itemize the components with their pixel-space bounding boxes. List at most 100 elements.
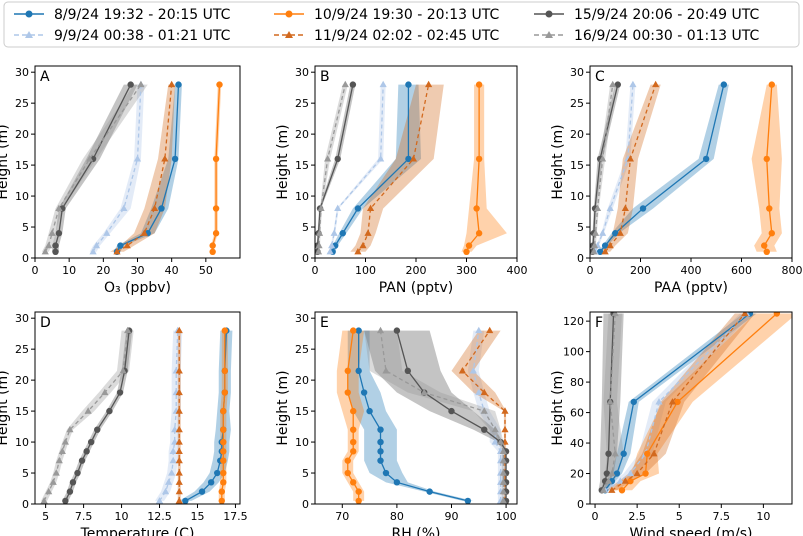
panel-label: D: [40, 315, 51, 331]
data-point: [218, 497, 225, 504]
data-point: [612, 230, 619, 237]
range-band: [606, 313, 755, 491]
data-point: [220, 448, 227, 455]
x-axis-label: Temperature (C): [80, 526, 195, 536]
data-point: [220, 457, 227, 464]
data-point: [127, 81, 134, 88]
x-tick-label: 200: [406, 264, 427, 277]
data-point: [650, 449, 658, 457]
x-tick-label: 0: [312, 264, 319, 277]
data-point: [355, 327, 362, 334]
x-tick-label: 400: [507, 264, 528, 277]
data-point: [773, 312, 781, 317]
legend-marker: [25, 10, 33, 18]
y-axis-label: Height (m): [550, 370, 566, 445]
data-point: [608, 469, 616, 477]
y-tick-label: 30: [15, 312, 29, 325]
x-tick-label: 400: [681, 264, 702, 277]
y-tick-label: 10: [295, 436, 309, 449]
data-point: [175, 425, 183, 433]
data-point: [668, 398, 677, 405]
x-tick-label: 2.5: [628, 510, 646, 523]
data-point: [221, 367, 229, 375]
data-point: [639, 205, 647, 212]
data-point: [611, 312, 619, 317]
data-point: [175, 447, 183, 454]
data-point: [84, 407, 92, 414]
data-point: [591, 229, 600, 236]
data-point: [175, 456, 183, 464]
data-point: [330, 229, 338, 236]
range-band: [598, 84, 729, 252]
data-point: [216, 81, 223, 88]
data-point: [123, 241, 131, 249]
y-axis-label: Height (m): [275, 124, 291, 199]
data-point: [614, 81, 621, 88]
data-point: [499, 447, 507, 454]
data-point: [763, 155, 770, 163]
data-point: [175, 407, 183, 414]
x-tick-label: 40: [165, 264, 179, 277]
data-point: [120, 204, 128, 212]
data-point: [604, 477, 613, 484]
data-point: [359, 241, 367, 249]
legend-marker: [25, 31, 33, 38]
y-tick-label: 80: [570, 376, 584, 389]
data-point: [101, 388, 109, 396]
data-point: [354, 205, 362, 212]
data-point: [133, 155, 142, 162]
data-point: [209, 248, 216, 256]
legend-entry: 10/9/24 19:30 - 20:13 UTC: [274, 7, 499, 23]
y-tick-label: 20: [295, 128, 309, 141]
data-point: [376, 326, 385, 334]
x-tick-label: 12.5: [147, 510, 172, 523]
x-tick-label: 15: [190, 510, 204, 523]
series-line: [92, 84, 142, 253]
y-tick-label: 25: [15, 343, 29, 356]
data-point: [355, 367, 362, 375]
data-point: [599, 486, 608, 493]
data-point: [486, 326, 494, 334]
data-point: [119, 367, 127, 374]
data-point: [78, 457, 86, 464]
data-point: [58, 447, 66, 454]
data-point: [66, 488, 74, 495]
data-point: [150, 204, 159, 212]
legend-marker: [285, 10, 293, 18]
data-point: [405, 155, 412, 163]
data-point: [366, 204, 375, 212]
y-tick-label: 15: [295, 159, 309, 172]
data-point: [616, 229, 624, 236]
y-axis-label: Height (m): [550, 124, 566, 199]
series-line: [212, 84, 221, 252]
data-point: [629, 80, 637, 88]
range-band: [364, 330, 505, 501]
y-tick-label: 15: [15, 159, 29, 172]
data-point: [626, 155, 634, 162]
plot-area: [336, 326, 510, 504]
x-axis-label: Wind speed (m/s): [630, 526, 753, 536]
legend-entry: 15/9/24 20:06 - 20:49 UTC: [534, 7, 759, 23]
data-point: [94, 426, 101, 433]
data-point: [344, 457, 351, 464]
data-point: [605, 450, 612, 457]
y-tick-label: 0: [302, 252, 309, 265]
data-point: [175, 497, 183, 504]
data-point: [620, 450, 627, 457]
data-point: [52, 248, 59, 256]
data-point: [599, 155, 607, 162]
data-point: [501, 425, 509, 433]
y-tick-label: 10: [15, 190, 29, 203]
data-point: [465, 242, 473, 249]
range-band: [330, 84, 422, 252]
x-tick-label: 5: [42, 510, 49, 523]
x-tick-label: 10: [115, 510, 129, 523]
legend-entry: 8/9/24 19:32 - 20:15 UTC: [14, 7, 231, 23]
data-point: [473, 205, 480, 212]
data-point: [207, 479, 215, 486]
data-point: [324, 155, 332, 162]
y-axis-label: Height (m): [0, 370, 11, 445]
data-point: [171, 425, 179, 433]
data-point: [175, 469, 183, 476]
data-point: [175, 388, 183, 396]
